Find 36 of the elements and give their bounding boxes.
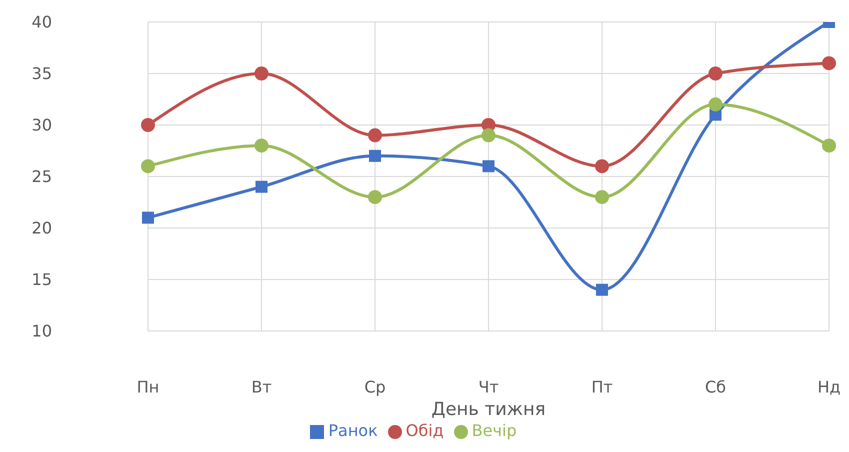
point xyxy=(141,159,155,174)
point xyxy=(708,97,722,112)
point xyxy=(256,180,268,193)
y-tick-label: 30 xyxy=(32,116,52,135)
point xyxy=(595,159,609,174)
y-tick-label: 15 xyxy=(32,270,52,290)
legend-label: Обід xyxy=(406,421,444,440)
y-tick-label: 35 xyxy=(32,64,52,84)
x-tick-label: Ср xyxy=(364,377,386,396)
y-tick-label: 40 xyxy=(32,12,52,32)
y-tick-label: 10 xyxy=(32,322,52,341)
x-tick-label: Пт xyxy=(591,377,613,396)
x-axis-title: День тижня xyxy=(431,399,546,420)
point xyxy=(142,212,154,224)
point xyxy=(141,118,155,132)
point xyxy=(482,160,494,172)
x-tick-label: Вт xyxy=(251,377,272,396)
point xyxy=(596,284,608,296)
x-tick-label: Чт xyxy=(478,377,499,396)
point xyxy=(368,128,382,142)
legend-label: Вечір xyxy=(472,421,517,440)
y-tick-label: 25 xyxy=(32,167,52,186)
y-tick-label: 20 xyxy=(32,218,52,238)
x-tick-label: Сб xyxy=(704,377,726,396)
point xyxy=(595,190,609,204)
point xyxy=(708,66,722,80)
point xyxy=(822,138,836,153)
point xyxy=(254,138,268,153)
x-tick-label: Пн xyxy=(136,377,160,396)
point xyxy=(254,66,268,80)
point xyxy=(369,150,381,162)
point xyxy=(368,190,382,204)
point xyxy=(822,56,836,70)
point xyxy=(482,128,496,142)
legend-label: Ранок xyxy=(328,421,378,440)
x-tick-label: Нд xyxy=(817,377,841,396)
